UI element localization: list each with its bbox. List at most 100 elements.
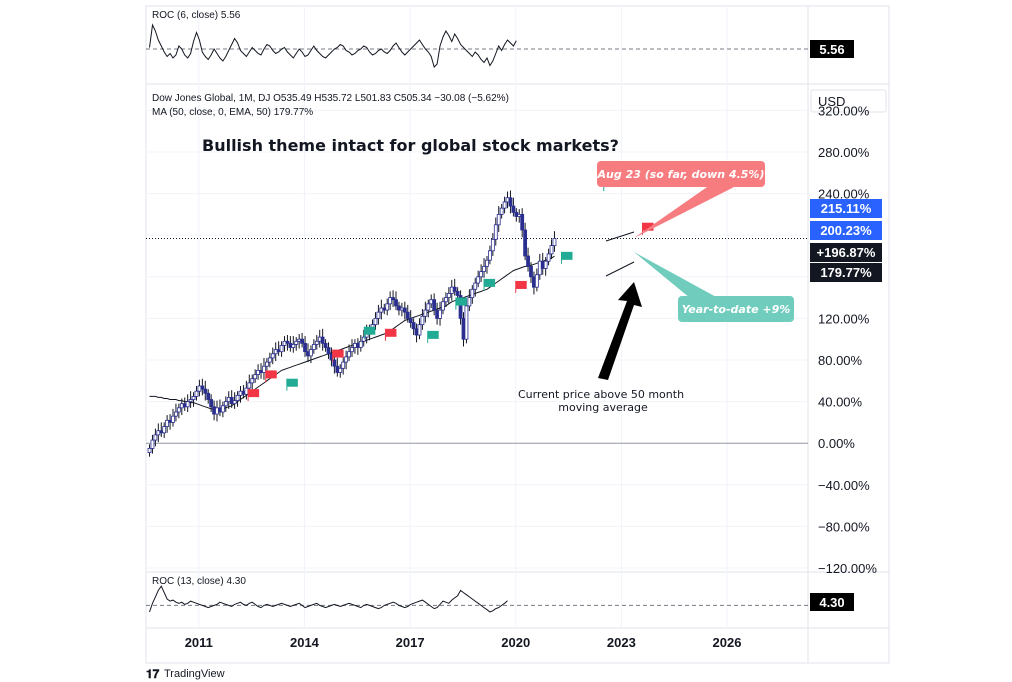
channel-upper-line	[605, 231, 635, 242]
candle-body	[411, 322, 416, 330]
candle-body	[162, 426, 167, 434]
roc-top-value-text: 5.56	[819, 42, 844, 57]
channel-lower-line	[605, 261, 635, 277]
price-legend-line1: Dow Jones Global, 1M, DJ O535.49 H535.72…	[152, 93, 509, 104]
candle-body	[408, 317, 413, 323]
red-annotation-box	[597, 161, 765, 187]
candle-body	[347, 351, 351, 358]
candle-body	[361, 336, 366, 342]
candle-body	[291, 343, 296, 348]
candle-body	[458, 295, 463, 319]
candle-body	[309, 349, 313, 357]
price-legend-line2: MA (50, close, 0, EMA, 50) 179.77%	[152, 107, 313, 118]
flag-marker	[427, 330, 439, 339]
candle-body	[373, 317, 378, 326]
price-pane: Dow Jones Global, 1M, DJ O535.49 H535.72…	[146, 89, 887, 576]
candle-body	[485, 259, 489, 267]
candle-body	[552, 238, 557, 247]
candle-body	[206, 392, 211, 400]
candle-body	[529, 265, 533, 278]
candle-body	[546, 253, 551, 262]
flag-marker	[332, 349, 344, 358]
currency-button[interactable]: USD	[810, 89, 887, 113]
candle-body	[476, 276, 481, 284]
candle-body	[549, 245, 554, 255]
roc-bottom-pane: ROC (13, close) 4.30 4.30	[146, 576, 854, 613]
candle-body	[394, 299, 398, 307]
candle-body	[203, 388, 208, 394]
candle-body	[496, 213, 501, 226]
y-tick-label: 40.00%	[818, 395, 863, 410]
flag-marker	[642, 222, 654, 231]
tradingview-logo-text[interactable]: TradingView	[164, 668, 225, 680]
candle-body	[432, 299, 437, 311]
note-line2: moving average	[558, 401, 648, 414]
price-tag-text: 215.11%	[821, 201, 872, 216]
chart-frame	[145, 5, 890, 664]
candle-body	[311, 343, 316, 350]
candle-body	[438, 309, 442, 319]
candle-body	[174, 411, 178, 417]
candle-body	[441, 301, 445, 311]
tradingview-logo-icon[interactable]: 𝟏𝟕	[146, 667, 160, 681]
flag-marker	[248, 389, 260, 398]
roc-top-value-box	[810, 40, 854, 58]
black-arrow	[598, 282, 642, 380]
candle-body	[171, 415, 175, 423]
candle-body	[534, 274, 539, 288]
candles	[147, 190, 557, 457]
candle-body	[341, 361, 346, 369]
roc-top-series-line	[149, 23, 517, 68]
flag-marker	[286, 378, 298, 387]
candle-body	[220, 405, 225, 413]
candle-body	[303, 342, 307, 353]
red-annotation: Aug 23 (so far, down 4.5%)	[597, 161, 765, 238]
candle-body	[232, 400, 237, 405]
tradingview-logo[interactable]: 𝟏𝟕 TradingView	[146, 667, 225, 681]
candle-body	[153, 434, 158, 441]
y-tick-label: −80.00%	[818, 519, 870, 534]
currency-button-box[interactable]	[810, 89, 887, 113]
x-tick-label: 2026	[713, 635, 742, 650]
red-annotation-pointer	[634, 185, 738, 238]
flag-marker	[385, 328, 397, 337]
y-tick-label: −40.00%	[818, 478, 870, 493]
roc-bottom-value-box	[810, 593, 854, 611]
currency-button-label[interactable]: USD	[818, 94, 845, 109]
roc-bottom-legend: ROC (13, close) 4.30	[152, 576, 246, 587]
candle-body	[165, 419, 170, 427]
candle-body	[426, 303, 431, 311]
candle-body	[391, 297, 395, 301]
candle-body	[250, 378, 255, 384]
candle-body	[443, 297, 448, 303]
y-tick-label: 120.00%	[818, 311, 870, 326]
roc-top-value-tag: 5.56	[810, 40, 854, 58]
flag-marker	[364, 326, 376, 335]
green-annotation-box	[678, 296, 794, 322]
candle-body	[523, 229, 528, 257]
flag-marker	[484, 278, 496, 287]
candle-body	[344, 356, 349, 363]
price-tag: +196.87%	[810, 243, 882, 262]
candle-body	[420, 315, 425, 326]
candle-body	[332, 359, 337, 367]
candle-body	[417, 324, 422, 336]
candle-body	[253, 374, 258, 380]
candle-body	[423, 309, 428, 317]
green-annotation-pointer	[634, 252, 718, 298]
roc-top-legend: ROC (6, close) 5.56	[152, 10, 241, 21]
candle-body	[405, 311, 410, 319]
candle-body	[294, 340, 299, 345]
green-annotation-text: Year-to-date +9%	[682, 303, 791, 316]
x-tick-label: 2020	[501, 635, 530, 650]
candle-body	[350, 347, 354, 353]
candle-body	[285, 340, 290, 344]
y-tick-label: 280.00%	[818, 145, 870, 160]
y-tick-label: −120.00%	[818, 561, 877, 576]
candle-body	[194, 390, 199, 397]
price-axis-tags: 215.11% 200.23% +196.87% 179.77%	[810, 199, 882, 282]
price-tag: 200.23%	[810, 221, 882, 240]
price-tag-text: 200.23%	[820, 223, 872, 238]
y-tick-label: 320.00%	[818, 103, 870, 118]
x-axis-ticks: 2011 2014 2017 2020 2023 2026	[185, 635, 742, 650]
